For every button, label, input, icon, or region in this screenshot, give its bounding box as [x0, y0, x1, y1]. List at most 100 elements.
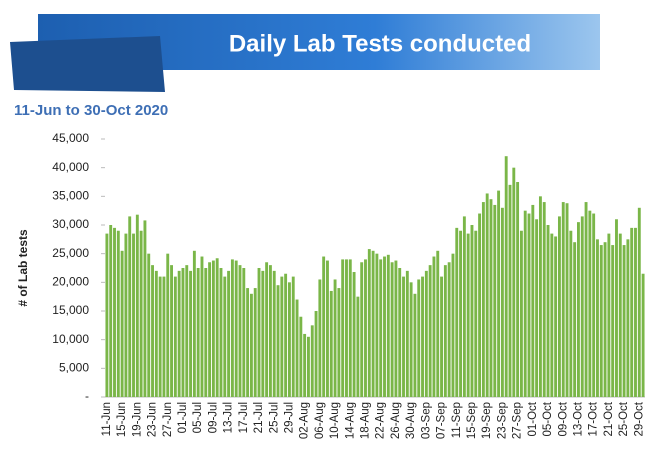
bar [405, 270, 409, 397]
bar [249, 293, 253, 397]
x-tick-label: 25-Jul [268, 402, 280, 433]
x-tick-label: 19-Jun [131, 402, 143, 437]
bar [580, 216, 584, 397]
bar [462, 216, 466, 397]
bar [557, 216, 561, 397]
x-tick-label: 03-Sep [420, 402, 432, 439]
bar [173, 276, 177, 397]
bar [485, 193, 489, 397]
x-tick-label: 30-Aug [405, 402, 417, 439]
bar [428, 265, 432, 397]
bar [158, 276, 162, 397]
bar [500, 207, 504, 397]
x-tick-label: 27-Jun [162, 402, 174, 437]
bar [440, 276, 443, 397]
bar [360, 262, 364, 397]
bar [383, 256, 386, 397]
bar [478, 213, 482, 397]
bar [135, 214, 139, 397]
bar [356, 296, 360, 397]
x-tick-label: 17-Oct [588, 401, 600, 436]
bar [421, 276, 424, 397]
bar [611, 245, 615, 397]
bar [268, 265, 272, 397]
bar [375, 253, 379, 397]
bar [154, 270, 158, 397]
bar [219, 268, 223, 397]
bar [565, 203, 569, 397]
y-axis-label: # of Lab tests [16, 229, 30, 307]
bar [211, 260, 215, 397]
x-tick-label: 09-Oct [557, 401, 569, 436]
bar [516, 182, 520, 397]
bar [116, 230, 120, 397]
bar [348, 259, 352, 397]
bar [596, 239, 599, 397]
bar [261, 270, 265, 397]
bar [542, 202, 546, 397]
bar [208, 262, 212, 397]
bar [577, 222, 580, 397]
bar [394, 260, 398, 397]
y-tick-label: 45,000 [52, 131, 89, 145]
bar [284, 273, 288, 397]
bar [322, 256, 326, 397]
bar [637, 207, 641, 397]
bar [105, 233, 109, 397]
bar [630, 227, 634, 397]
bar [569, 230, 573, 397]
x-tick-label: 21-Oct [603, 401, 615, 436]
bar [345, 259, 348, 397]
bar [497, 190, 501, 397]
bar [337, 288, 341, 397]
x-tick-label: 14-Aug [344, 402, 356, 439]
bar [455, 227, 459, 397]
bar [280, 276, 284, 397]
bar [523, 210, 527, 397]
y-tick-label: 20,000 [52, 275, 89, 289]
bar [113, 227, 116, 397]
x-tick-label: 13-Oct [572, 401, 584, 436]
y-tick-label: 30,000 [52, 217, 89, 231]
bar [379, 259, 383, 397]
bar [634, 227, 637, 397]
bar [227, 270, 231, 397]
bar [493, 204, 497, 397]
bar [253, 288, 257, 397]
bar [204, 268, 208, 397]
bar [508, 184, 512, 397]
bar [573, 242, 577, 397]
bar [162, 276, 166, 397]
bar [459, 230, 463, 397]
bar [466, 233, 470, 397]
x-tick-label: 22-Aug [375, 402, 387, 439]
bar [196, 268, 200, 397]
bar [371, 250, 375, 397]
x-tick-label: 29-Oct [633, 401, 645, 436]
x-tick-label: 26-Aug [390, 402, 402, 439]
bar [615, 219, 618, 397]
chart-title: Daily Lab Tests conducted [229, 30, 531, 57]
bar [166, 253, 170, 397]
bar [592, 213, 596, 397]
bar [151, 265, 154, 397]
y-tick-label: 25,000 [52, 246, 89, 260]
bar [622, 245, 626, 397]
bar [143, 220, 147, 397]
x-tick-label: 25-Oct [618, 401, 630, 436]
x-tick-label: 18-Aug [360, 402, 372, 439]
bar [109, 225, 113, 397]
x-tick-label: 11-Sep [451, 402, 463, 438]
x-tick-label: 29-Jul [283, 402, 295, 433]
bar [170, 265, 173, 397]
x-tick-label: 11-Jun [101, 402, 113, 436]
bar [234, 260, 238, 397]
bar [641, 273, 645, 397]
bar [409, 282, 413, 397]
bar [512, 167, 516, 397]
bar [341, 259, 345, 397]
bar [189, 270, 193, 397]
bar [546, 225, 550, 397]
bar [185, 265, 189, 397]
x-tick-label: 19-Sep [481, 402, 493, 439]
